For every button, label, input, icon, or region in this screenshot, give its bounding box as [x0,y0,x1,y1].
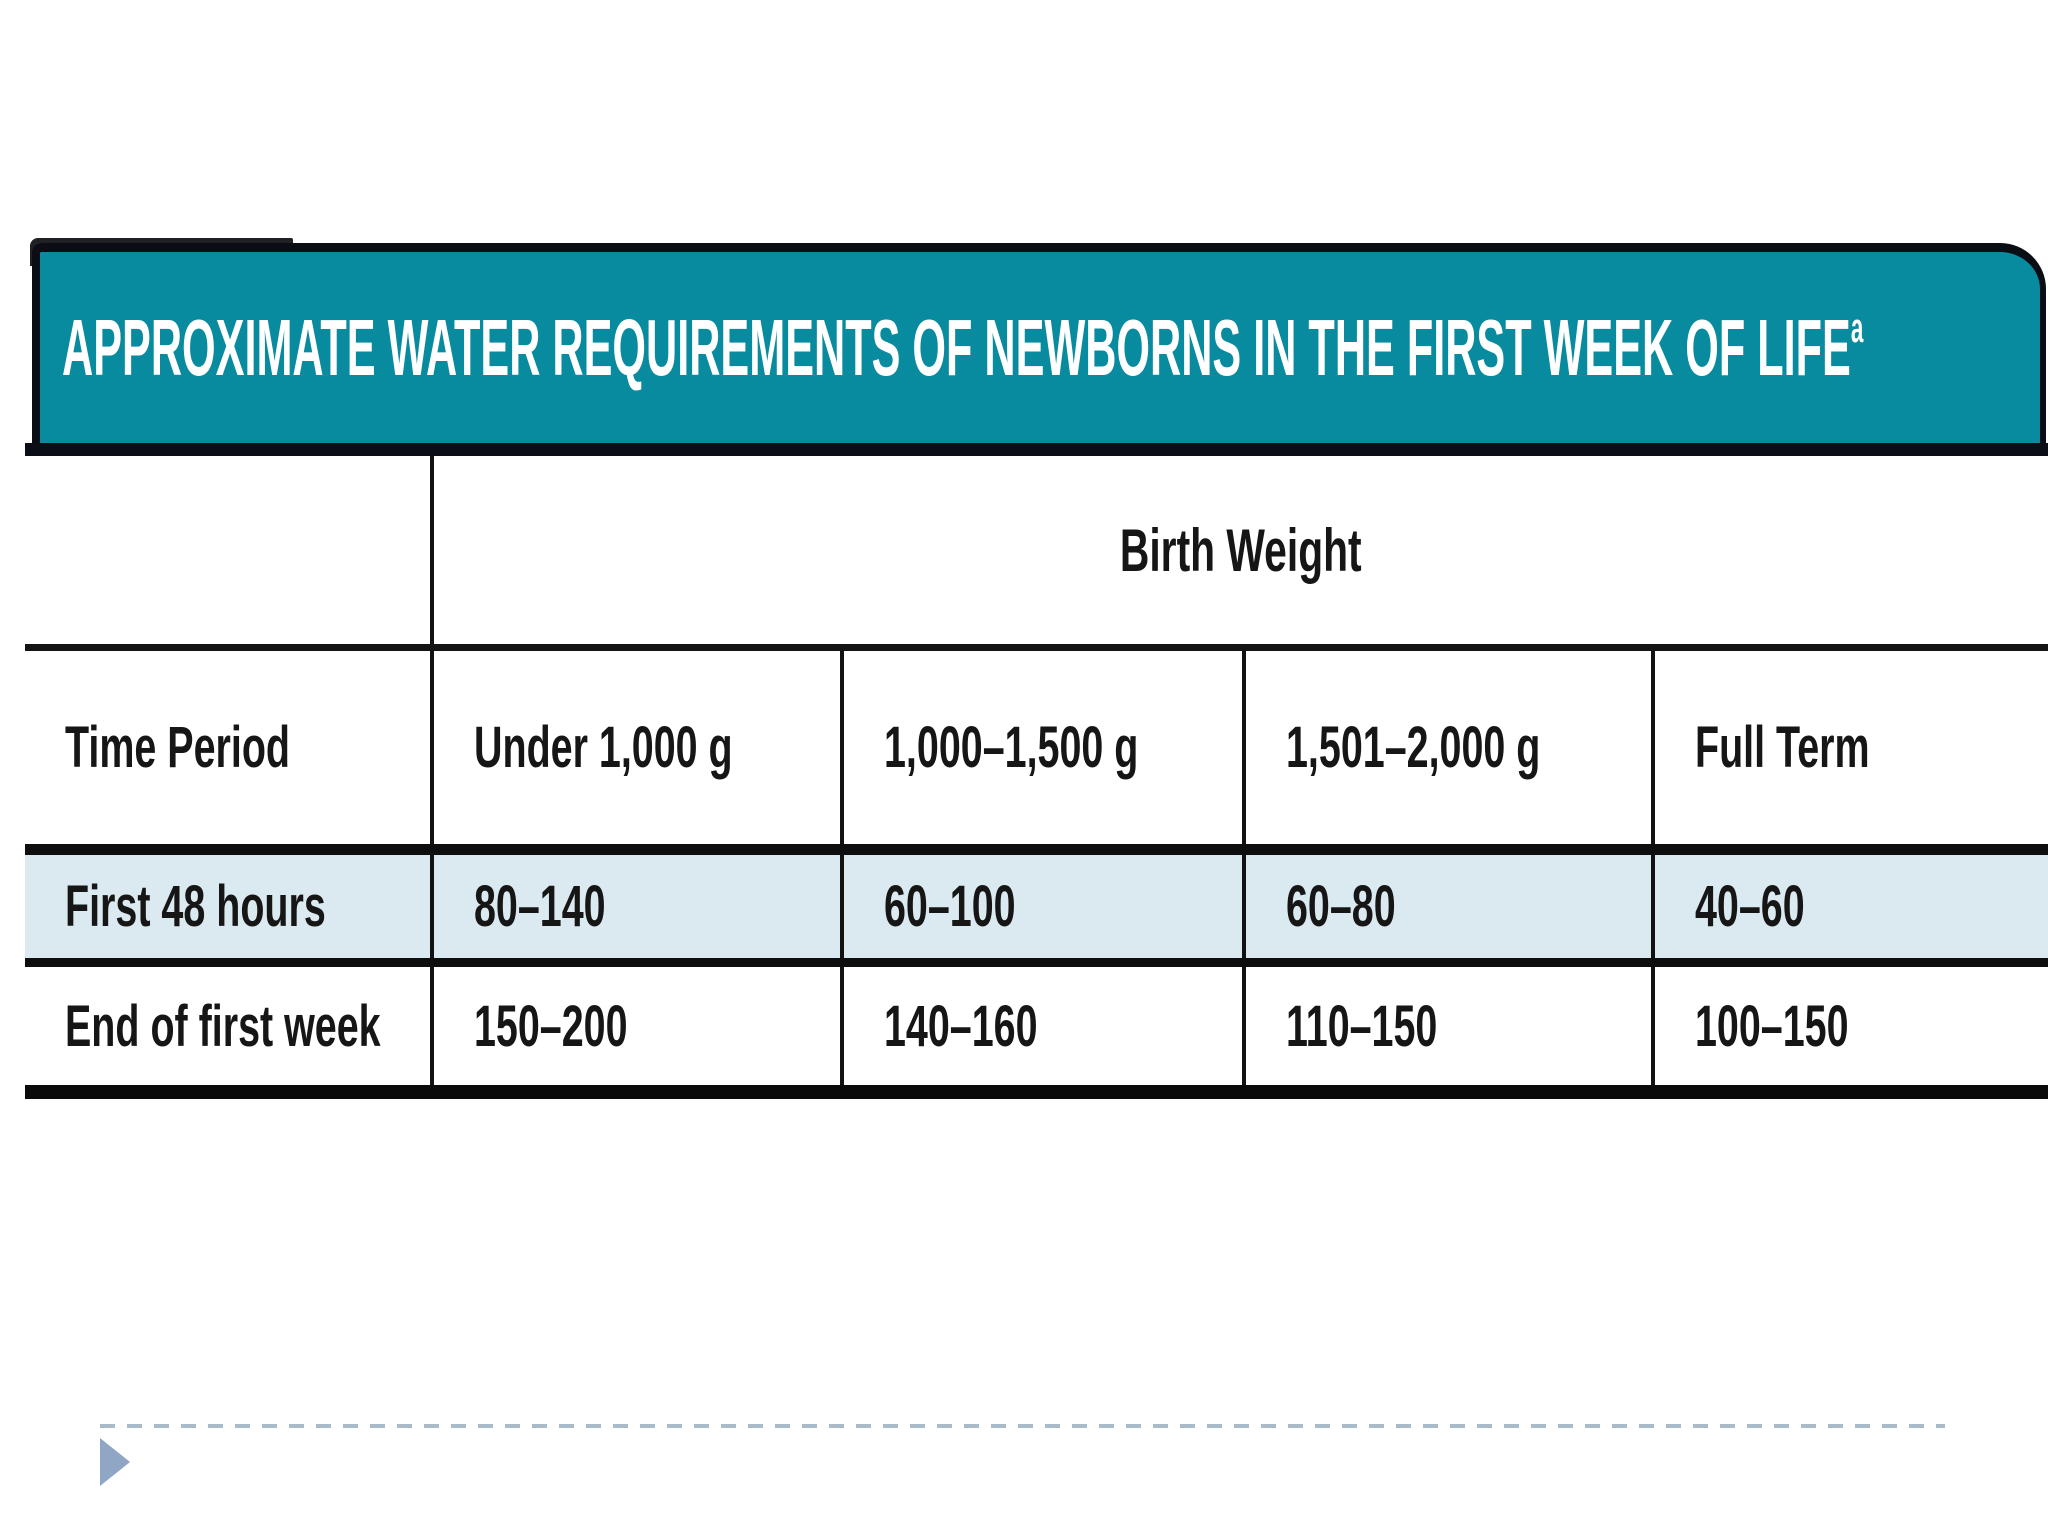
row-label-cell: First 48 hours [25,855,430,958]
value: 110–150 [1286,993,1438,1059]
column-header-label: 1,000–1,500 g [884,715,1139,780]
table-rule-between-rows [25,958,2048,967]
span-header-cell: Birth Weight [430,456,2048,644]
column-header-label: Under 1,000 g [474,715,733,780]
column-header-label: Time Period [65,715,291,780]
row-label: First 48 hours [65,874,326,939]
value-cell: 40–60 [1651,855,2048,958]
value-cell: 140–160 [840,967,1242,1085]
column-header-cell: Time Period [25,651,430,844]
value: 80–140 [474,874,606,939]
value: 60–80 [1286,874,1396,939]
column-header-label: 1,501–2,000 g [1286,715,1541,780]
column-header-cell: 1,501–2,000 g [1242,651,1651,844]
column-header-cell: 1,000–1,500 g [840,651,1242,844]
value: 140–160 [884,993,1038,1059]
value-cell: 100–150 [1651,967,2048,1085]
value: 60–100 [884,874,1016,939]
value-cell: 150–200 [430,967,840,1085]
span-header-empty-cell [25,456,430,644]
value-cell: 80–140 [430,855,840,958]
table-row: End of first week 150–200 140–160 110–15… [25,967,2048,1085]
table-header-row: Time Period Under 1,000 g 1,000–1,500 g … [25,651,2048,844]
column-header-cell: Under 1,000 g [430,651,840,844]
value-cell: 60–100 [840,855,1242,958]
table-top-border [25,443,2048,456]
slide-title-text: APPROXIMATE WATER REQUIREMENTS OF NEWBOR… [62,302,1851,392]
span-header-label: Birth Weight [1120,516,1362,584]
value: 150–200 [474,993,628,1059]
value: 40–60 [1695,874,1805,939]
play-triangle-icon [100,1438,130,1486]
table-bottom-border [25,1085,2048,1099]
value: 100–150 [1695,993,1849,1059]
table-rule-under-span-header [25,644,2048,651]
column-header-cell: Full Term [1651,651,2048,844]
column-header-label: Full Term [1695,715,1870,780]
title-footnote-marker: a [1850,303,1864,351]
table-rule-under-header [25,844,2048,855]
footer-dashed-divider [100,1424,1945,1428]
row-label-cell: End of first week [25,967,430,1085]
table-row: First 48 hours 80–140 60–100 60–80 40–60 [25,855,2048,958]
value-cell: 110–150 [1242,967,1651,1085]
value-cell: 60–80 [1242,855,1651,958]
title-banner: APPROXIMATE WATER REQUIREMENTS OF NEWBOR… [32,243,2046,443]
table-span-header-row: Birth Weight [25,456,2048,644]
slide-title: APPROXIMATE WATER REQUIREMENTS OF NEWBOR… [62,302,1863,394]
row-label: End of first week [65,993,381,1059]
